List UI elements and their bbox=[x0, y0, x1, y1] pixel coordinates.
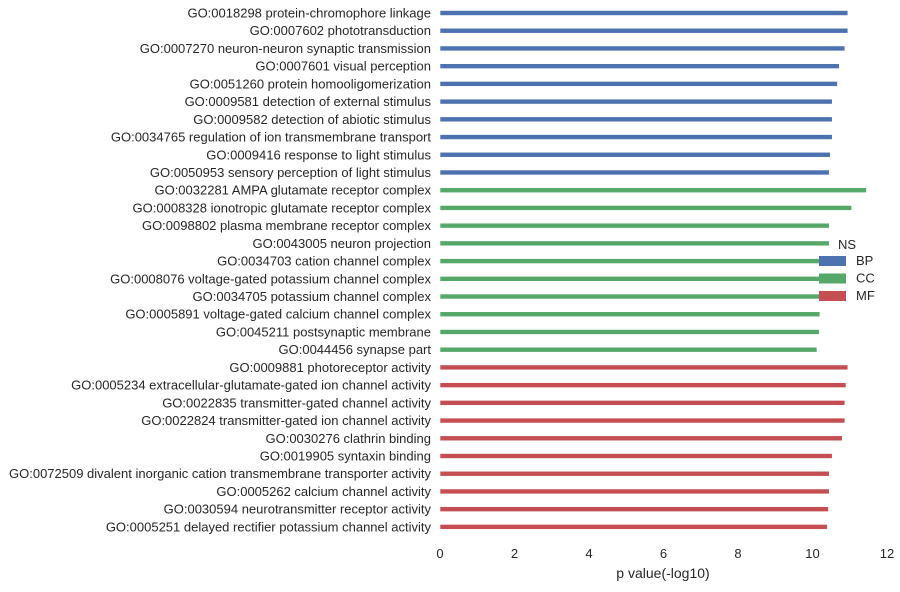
bar-cc-15 bbox=[439, 258, 829, 264]
category-label: GO:0051260 protein homooligomerization bbox=[190, 76, 431, 91]
bar-bp-8 bbox=[439, 134, 833, 140]
category-label: GO:0034703 cation channel complex bbox=[217, 254, 431, 269]
bar-bp-7 bbox=[439, 116, 833, 123]
legend-swatch-bp bbox=[819, 256, 846, 266]
bar-bp-9 bbox=[439, 151, 831, 158]
category-label: GO:0030594 neurotransmitter receptor act… bbox=[164, 502, 432, 517]
bar-cc-11 bbox=[439, 187, 867, 193]
category-label: GO:0008328 ionotropic glutamate receptor… bbox=[133, 200, 432, 215]
category-label: GO:0050953 sensory perception of light s… bbox=[150, 165, 432, 180]
bar-cc-14 bbox=[439, 240, 830, 247]
bar-bp-10 bbox=[439, 169, 830, 176]
bar-cc-16 bbox=[439, 275, 827, 282]
legend: NS BP CC MF bbox=[819, 237, 875, 303]
category-label: GO:0009582 detection of abiotic stimulus bbox=[193, 112, 431, 127]
legend-swatch-cc bbox=[819, 273, 846, 284]
category-label: GO:0072509 divalent inorganic cation tra… bbox=[9, 466, 431, 481]
category-labels: GO:0018298 protein-chromophore linkage GO… bbox=[9, 6, 431, 535]
category-label: GO:0007270 neuron-neuron synaptic transm… bbox=[140, 41, 431, 56]
category-label: GO:0007602 phototransduction bbox=[250, 23, 431, 38]
category-label: GO:0098802 plasma membrane receptor comp… bbox=[142, 218, 432, 233]
category-label: GO:0032281 AMPA glutamate receptor compl… bbox=[154, 183, 431, 198]
category-label: GO:0018298 protein-chromophore linkage bbox=[187, 6, 431, 21]
legend-label-bp: BP bbox=[856, 253, 873, 268]
bar-mf-26 bbox=[439, 453, 833, 459]
bar-bp-4 bbox=[439, 63, 840, 69]
category-label: GO:0008076 voltage-gated potassium chann… bbox=[110, 271, 431, 286]
bars-layer bbox=[439, 10, 867, 530]
category-label: GO:0022824 transmitter-gated ion channel… bbox=[141, 413, 431, 428]
category-label: GO:0044456 synapse part bbox=[279, 342, 432, 357]
bar-bp-1 bbox=[439, 10, 849, 16]
category-label: GO:0005234 extracellular-glutamate-gated… bbox=[71, 378, 431, 393]
bar-bp-6 bbox=[439, 98, 833, 105]
x-axis-ticks: 0 2 4 6 8 10 12 bbox=[436, 546, 894, 561]
category-label: GO:0009581 detection of external stimulu… bbox=[185, 94, 432, 109]
legend-label-cc: CC bbox=[856, 271, 875, 286]
category-label: GO:0019905 syntaxin binding bbox=[260, 449, 431, 464]
bar-mf-29 bbox=[439, 506, 829, 512]
x-tick-label: 12 bbox=[880, 546, 894, 561]
bar-cc-19 bbox=[439, 329, 820, 335]
bar-cc-13 bbox=[439, 222, 830, 229]
bar-mf-28 bbox=[439, 488, 830, 495]
x-tick-label: 0 bbox=[436, 546, 443, 561]
category-label: GO:0034765 regulation of ion transmembra… bbox=[111, 130, 432, 145]
category-label: GO:0045211 postsynaptic membrane bbox=[216, 324, 431, 339]
bar-cc-17 bbox=[439, 293, 826, 300]
bar-cc-20 bbox=[439, 346, 818, 353]
bar-cc-18 bbox=[439, 311, 821, 318]
bar-mf-24 bbox=[439, 417, 846, 424]
legend-label-mf: MF bbox=[856, 288, 875, 303]
x-axis-label: p value(-log10) bbox=[616, 565, 709, 581]
bar-mf-21 bbox=[439, 364, 849, 371]
category-label: GO:0043005 neuron projection bbox=[252, 236, 431, 251]
bar-bp-2 bbox=[439, 27, 849, 34]
category-label: GO:0005251 delayed rectifier potassium c… bbox=[106, 519, 432, 534]
bar-bp-5 bbox=[439, 81, 838, 87]
bar-bp-3 bbox=[439, 45, 846, 52]
legend-entries: BP CC MF bbox=[819, 253, 875, 303]
bar-mf-22 bbox=[439, 382, 847, 388]
category-label: GO:0030276 clathrin binding bbox=[265, 431, 431, 446]
bar-mf-30 bbox=[439, 524, 828, 530]
category-label: GO:0007601 visual perception bbox=[255, 59, 431, 74]
x-tick-label: 4 bbox=[585, 546, 592, 561]
category-label: GO:0034705 potassium channel complex bbox=[193, 289, 432, 304]
category-label: GO:0022835 transmitter-gated channel act… bbox=[162, 395, 431, 410]
category-label: GO:0005262 calcium channel activity bbox=[216, 484, 431, 499]
legend-title: NS bbox=[838, 237, 856, 252]
bar-mf-27 bbox=[439, 470, 830, 477]
category-label: GO:0009881 photoreceptor activity bbox=[229, 360, 431, 375]
x-tick-label: 6 bbox=[660, 546, 667, 561]
category-label: GO:0009416 response to light stimulus bbox=[206, 147, 431, 162]
category-label: GO:0005891 voltage-gated calcium channel… bbox=[125, 307, 431, 322]
x-tick-label: 10 bbox=[805, 546, 819, 561]
bar-cc-12 bbox=[439, 205, 852, 211]
x-tick-label: 2 bbox=[511, 546, 518, 561]
bar-mf-25 bbox=[439, 435, 843, 442]
x-tick-label: 8 bbox=[734, 546, 741, 561]
bar-mf-23 bbox=[439, 400, 846, 406]
legend-swatch-mf bbox=[819, 291, 846, 301]
